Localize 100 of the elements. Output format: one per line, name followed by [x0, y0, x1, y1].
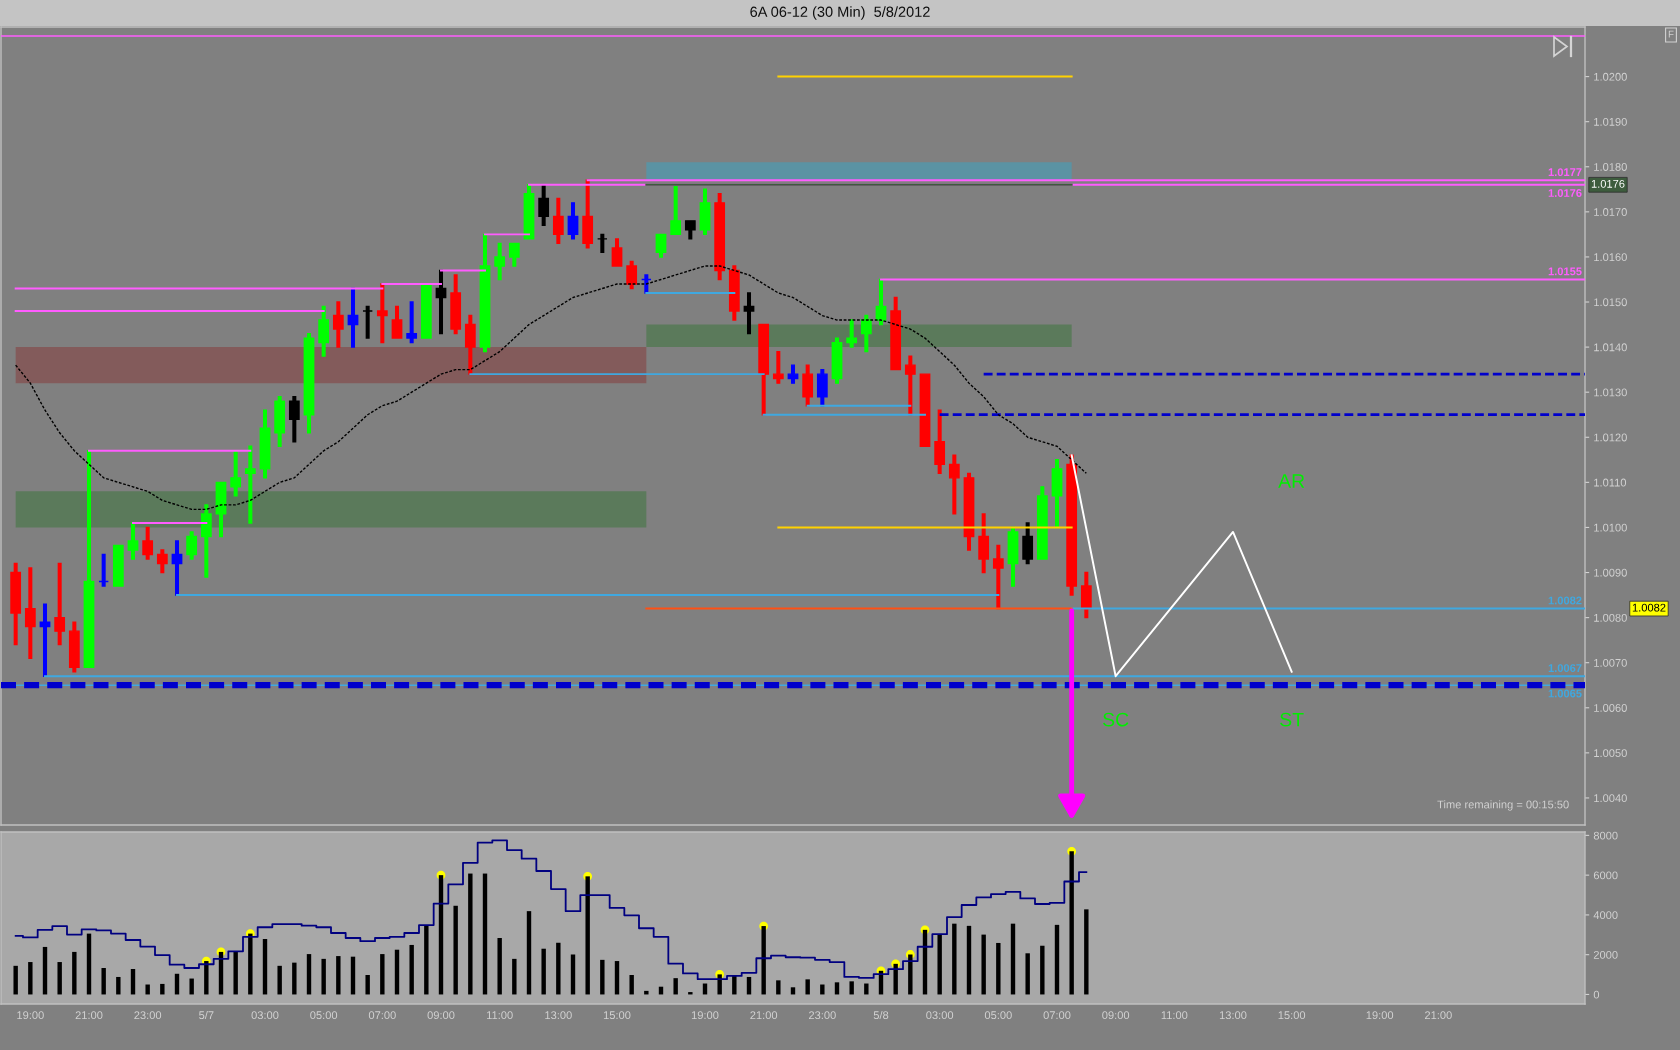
candlestick	[831, 337, 843, 384]
bar	[438, 875, 444, 995]
bar	[908, 954, 913, 995]
y-tick-label: 1.0080	[1594, 613, 1627, 622]
annotation: SC	[1103, 712, 1129, 727]
x-tick-label: 11:00	[1161, 1011, 1188, 1020]
candlestick	[464, 314, 476, 375]
bar	[248, 933, 253, 995]
x-tick-label: 11:00	[487, 1011, 513, 1020]
x-tick-label: 19:00	[1366, 1011, 1394, 1020]
bar	[629, 974, 634, 995]
series-label: 1.0177	[1548, 168, 1582, 177]
candlestick	[582, 179, 594, 249]
candlestick	[274, 395, 286, 447]
text: 1.0082	[1632, 603, 1666, 612]
bar	[644, 990, 649, 995]
candlestick	[1066, 454, 1078, 596]
candlestick	[816, 368, 828, 407]
candlestick	[1022, 522, 1034, 565]
x-tick-label: 07:00	[1043, 1011, 1071, 1020]
bar	[849, 981, 854, 995]
candlestick	[758, 323, 770, 416]
candlestick	[538, 184, 550, 227]
bar	[526, 911, 532, 995]
bar	[365, 974, 370, 995]
bar	[160, 983, 165, 995]
bar	[614, 961, 620, 995]
candlestick	[728, 265, 740, 321]
bar	[233, 951, 238, 995]
candlestick	[288, 395, 300, 443]
y-tick-label: 1.0190	[1594, 117, 1627, 126]
candlestick	[391, 305, 403, 339]
bar	[262, 938, 268, 995]
y-tick-label: 1.0040	[1594, 794, 1627, 803]
x-tick-label: 21:00	[750, 1011, 778, 1020]
bar	[1010, 923, 1016, 995]
bar	[937, 934, 942, 995]
candlestick	[376, 283, 388, 344]
bar	[453, 905, 458, 995]
candlestick	[142, 526, 154, 560]
candlestick	[699, 188, 711, 236]
x-tick-label: 5/7	[199, 1010, 214, 1020]
x-tick-label: 19:00	[17, 1011, 44, 1020]
annotation: AR	[1278, 474, 1305, 488]
candlestick	[655, 233, 667, 258]
candlestick	[332, 301, 344, 348]
bar	[116, 976, 121, 995]
candlestick	[156, 549, 168, 574]
candlestick	[567, 202, 579, 240]
x-tick-label: 09:00	[1102, 1011, 1130, 1020]
bar	[761, 926, 766, 995]
candlestick	[435, 269, 447, 335]
candlestick	[596, 233, 608, 254]
bar	[585, 876, 590, 995]
candlestick	[39, 603, 51, 677]
y-tick-label: 0	[1593, 990, 1600, 999]
bar	[541, 948, 546, 995]
bar	[277, 965, 282, 995]
y-tick-label: 1.0160	[1594, 253, 1627, 262]
candlestick	[406, 301, 418, 344]
bar	[834, 982, 840, 995]
candlestick	[875, 278, 887, 326]
x-tick-label: 07:00	[368, 1011, 396, 1020]
candlestick	[10, 562, 22, 646]
bar	[864, 983, 869, 995]
candlestick	[992, 544, 1004, 610]
candlestick	[802, 364, 814, 407]
bar	[570, 954, 576, 995]
y-tick-label: 1.0150	[1594, 298, 1627, 307]
candlestick	[230, 450, 242, 497]
x-tick-label: 13:00	[1219, 1011, 1247, 1020]
bar	[321, 958, 326, 995]
candlestick	[127, 522, 139, 560]
chart-title: 6A 06-12 (30 Min) 5/8/2012	[750, 6, 930, 20]
bar	[1025, 953, 1030, 995]
candlestick	[494, 242, 506, 281]
bar	[409, 944, 414, 995]
candlestick	[670, 184, 682, 236]
bar	[57, 962, 62, 995]
bar	[28, 962, 33, 995]
y-tick-label: 2000	[1593, 950, 1618, 959]
bar	[101, 968, 106, 995]
candlestick	[24, 567, 36, 659]
bar	[1069, 851, 1074, 995]
candlestick	[523, 184, 535, 240]
bar	[673, 978, 678, 995]
candlestick	[318, 305, 330, 357]
x-tick-label: 03:00	[926, 1011, 954, 1020]
y-tick-label: 1.0200	[1594, 72, 1627, 81]
y-tick-label: 6000	[1593, 871, 1618, 880]
annotation: ST	[1280, 712, 1304, 727]
candlestick	[919, 373, 931, 447]
candlestick	[552, 197, 564, 245]
text: 1.0176	[1591, 179, 1625, 188]
candlestick	[684, 220, 696, 240]
candlestick	[303, 332, 315, 434]
candlestick	[611, 238, 623, 267]
bar	[732, 975, 737, 995]
bar	[497, 937, 502, 995]
bar	[424, 925, 429, 995]
